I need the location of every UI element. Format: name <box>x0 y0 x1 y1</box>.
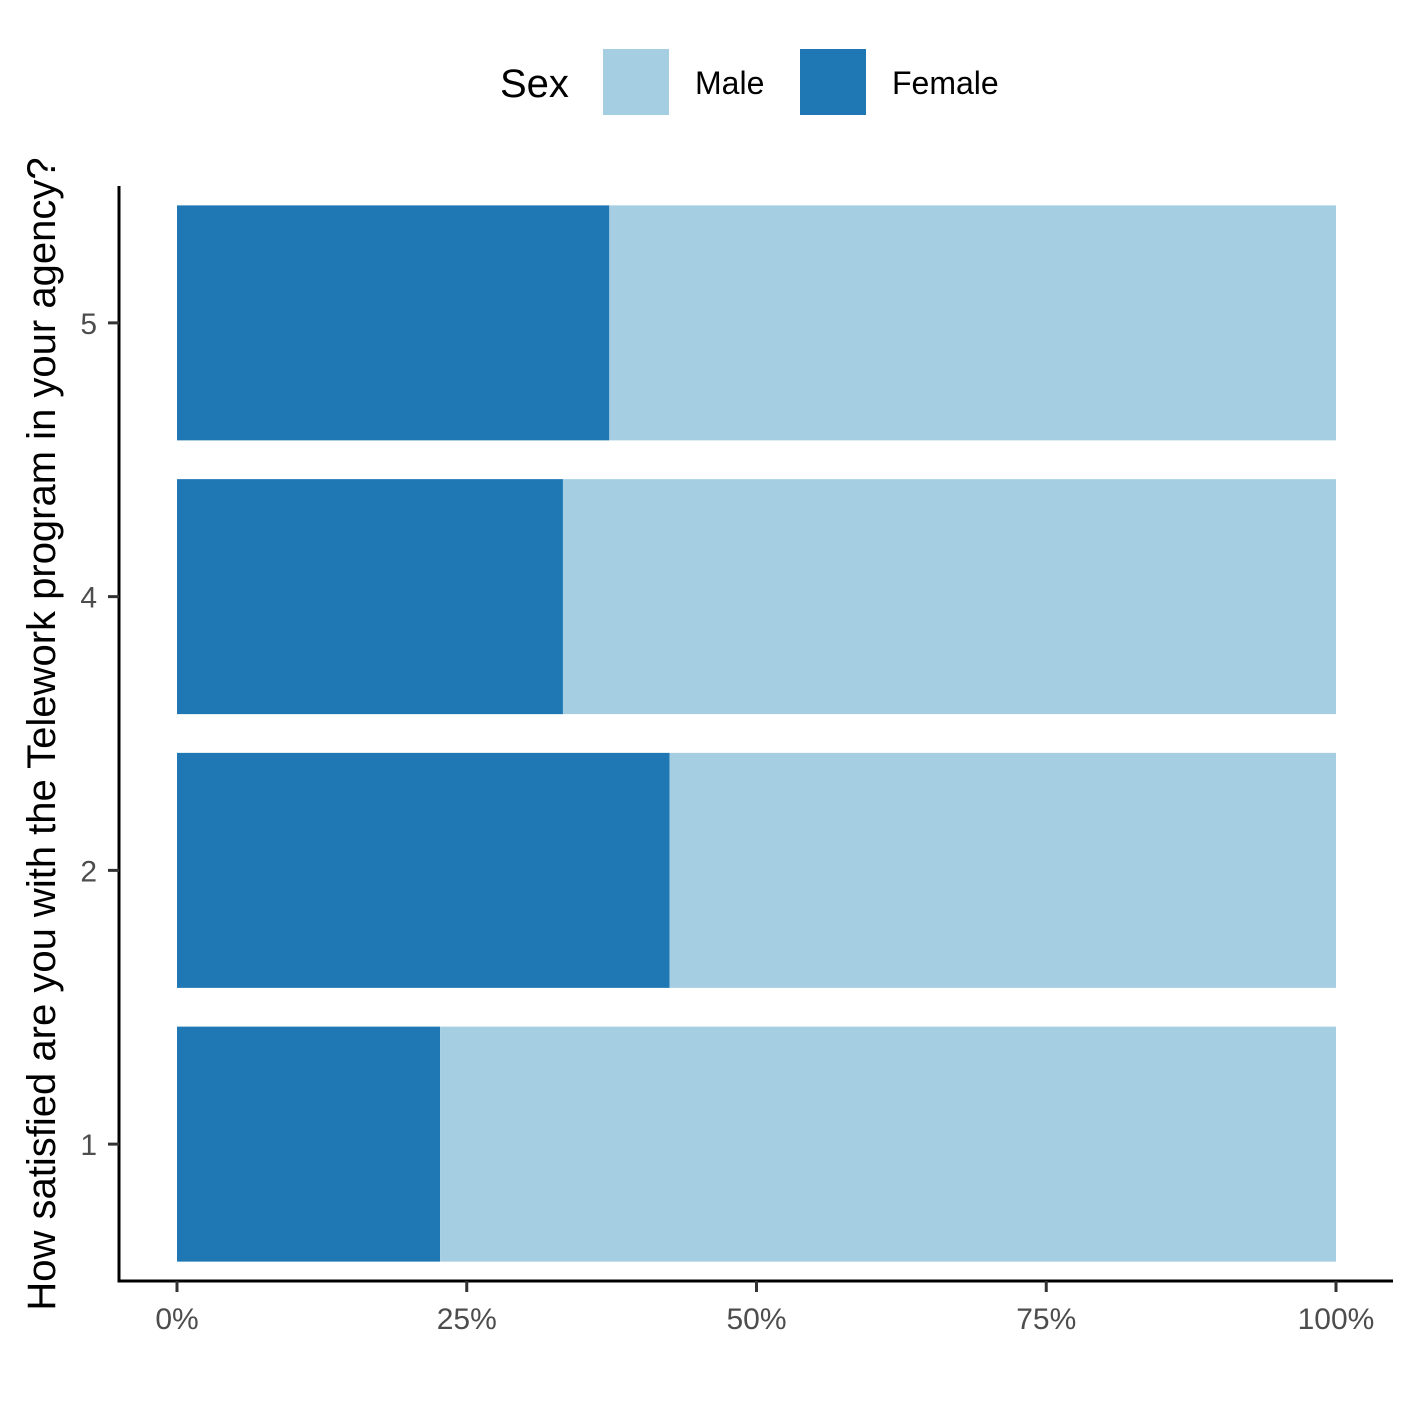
x-tick-label-4: 100% <box>1298 1303 1375 1336</box>
bar-female-4 <box>177 479 563 715</box>
bar-female-5 <box>177 205 610 441</box>
x-tick-label-0: 0% <box>155 1303 198 1336</box>
x-tick-label-2: 50% <box>726 1303 786 1336</box>
legend-label-female: Female <box>892 65 999 101</box>
bars-group <box>177 205 1336 1262</box>
bar-male-2 <box>669 752 1336 988</box>
y-tick-label-5: 5 <box>80 308 97 341</box>
y-tick-label-1: 1 <box>80 1129 97 1162</box>
bar-female-1 <box>177 1026 441 1262</box>
bar-male-4 <box>562 479 1336 715</box>
legend: Sex Male Female <box>500 49 999 115</box>
legend-swatch-female <box>800 49 866 115</box>
bar-female-2 <box>177 752 670 988</box>
x-axis-ticks: 0% 25% 50% 75% 100% <box>155 1281 1374 1336</box>
y-axis-title: How satisfied are you with the Telework … <box>20 157 64 1310</box>
x-tick-label-3: 75% <box>1016 1303 1076 1336</box>
legend-label-male: Male <box>695 65 764 101</box>
legend-title: Sex <box>500 62 569 106</box>
y-tick-label-4: 4 <box>80 582 97 615</box>
x-tick-label-1: 25% <box>437 1303 497 1336</box>
legend-swatch-male <box>603 49 669 115</box>
bar-male-5 <box>609 205 1336 441</box>
y-axis-ticks: 1 2 4 5 <box>80 308 119 1162</box>
y-tick-label-2: 2 <box>80 855 97 888</box>
bar-male-1 <box>440 1026 1336 1262</box>
